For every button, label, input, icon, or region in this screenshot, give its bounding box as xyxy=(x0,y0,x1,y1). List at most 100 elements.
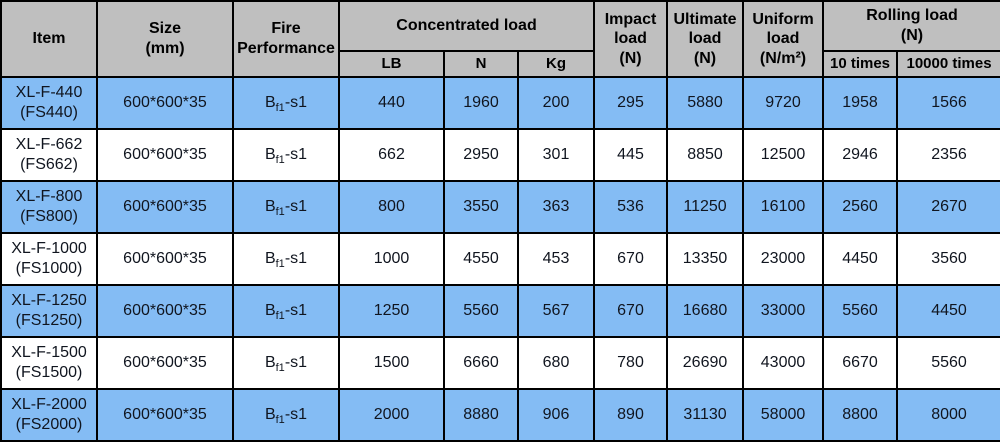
col-header-ultimate-load: Ultimate load (N) xyxy=(666,0,745,78)
ultimate-load-cell: 13350 xyxy=(666,232,745,286)
table-row: XL-F-662 (FS662) 600*600*35 Bf1-s1 662 2… xyxy=(0,128,1000,182)
rolling-load-10-cell: 4450 xyxy=(822,232,899,286)
concentrated-load-kg-cell: 567 xyxy=(516,284,596,338)
size-cell: 600*600*35 xyxy=(96,336,234,390)
fire-performance-cell: Bf1-s1 xyxy=(232,76,340,130)
fire-class-subscript: f1 xyxy=(275,309,285,322)
fire-performance-cell: Bf1-s1 xyxy=(232,388,340,442)
item-cell: XL-F-662 (FS662) xyxy=(0,128,98,182)
size-cell: 600*600*35 xyxy=(96,284,234,338)
uniform-load-cell: 16100 xyxy=(742,180,825,234)
col-header-10000-times: 10000 times xyxy=(896,50,1000,78)
rolling-load-10-cell: 8800 xyxy=(822,388,899,442)
fire-class-base: B xyxy=(264,353,276,371)
impact-load-cell: 780 xyxy=(593,336,669,390)
rolling-load-10-cell: 1958 xyxy=(822,76,899,130)
size-cell: 600*600*35 xyxy=(96,76,234,130)
item-cell: XL-F-1000 (FS1000) xyxy=(0,232,98,286)
item-name: XL-F-1000 xyxy=(11,239,87,257)
col-header-impact-load: Impact load (N) xyxy=(593,0,669,78)
item-cell: XL-F-1250 (FS1250) xyxy=(0,284,98,338)
table-row: XL-F-1000 (FS1000) 600*600*35 Bf1-s1 100… xyxy=(0,232,1000,286)
col-header-item: Item xyxy=(0,0,98,78)
fire-performance-cell: Bf1-s1 xyxy=(232,128,340,182)
concentrated-load-kg-cell: 453 xyxy=(516,232,596,286)
fire-class-base: B xyxy=(264,301,276,319)
rolling-load-10000-cell: 8000 xyxy=(896,388,1000,442)
concentrated-load-n-cell: 2950 xyxy=(443,128,519,182)
item-cell: XL-F-1500 (FS1500) xyxy=(0,336,98,390)
fire-class-suffix: -s1 xyxy=(284,145,308,163)
uniform-load-cell: 23000 xyxy=(742,232,825,286)
ultimate-load-cell: 8850 xyxy=(666,128,745,182)
concentrated-load-kg-cell: 200 xyxy=(516,76,596,130)
concentrated-load-lb-cell: 1250 xyxy=(338,284,445,338)
concentrated-load-kg-cell: 906 xyxy=(516,388,596,442)
fire-class-subscript: f1 xyxy=(275,361,285,374)
rolling-load-10000-cell: 5560 xyxy=(896,336,1000,390)
rolling-load-10-cell: 5560 xyxy=(822,284,899,338)
concentrated-load-n-cell: 1960 xyxy=(443,76,519,130)
size-cell: 600*600*35 xyxy=(96,180,234,234)
ultimate-load-cell: 16680 xyxy=(666,284,745,338)
table-body: XL-F-440 (FS440) 600*600*35 Bf1-s1 440 1… xyxy=(0,76,1000,442)
table-header: Item Size (mm) Fire Performance Concentr… xyxy=(0,0,1000,78)
fire-class-suffix: -s1 xyxy=(284,405,308,423)
rolling-load-10000-cell: 2356 xyxy=(896,128,1000,182)
size-cell: 600*600*35 xyxy=(96,232,234,286)
item-name: XL-F-440 xyxy=(15,83,83,101)
item-cell: XL-F-2000 (FS2000) xyxy=(0,388,98,442)
fire-class-suffix: -s1 xyxy=(284,93,308,111)
item-code: (FS1250) xyxy=(15,312,83,329)
size-cell: 600*600*35 xyxy=(96,128,234,182)
concentrated-load-lb-cell: 1500 xyxy=(338,336,445,390)
col-header-kg: Kg xyxy=(516,50,596,78)
col-header-lb: LB xyxy=(338,50,445,78)
col-header-concentrated-load: Concentrated load xyxy=(337,0,596,52)
col-header-uniform-load: Uniform load (N/m²) xyxy=(742,0,825,78)
table-row: XL-F-440 (FS440) 600*600*35 Bf1-s1 440 1… xyxy=(0,76,1000,130)
concentrated-load-n-cell: 3550 xyxy=(443,180,519,234)
table-row: XL-F-1500 (FS1500) 600*600*35 Bf1-s1 150… xyxy=(0,336,1000,390)
fire-class-suffix: -s1 xyxy=(284,197,308,215)
impact-load-cell: 890 xyxy=(593,388,669,442)
concentrated-load-n-cell: 5560 xyxy=(443,284,519,338)
rolling-load-10-cell: 2946 xyxy=(822,128,899,182)
ultimate-load-cell: 5880 xyxy=(666,76,745,130)
concentrated-load-n-cell: 6660 xyxy=(443,336,519,390)
size-cell: 600*600*35 xyxy=(96,388,234,442)
rolling-load-10000-cell: 2670 xyxy=(896,180,1000,234)
header-row-main: Item Size (mm) Fire Performance Concentr… xyxy=(0,0,1000,78)
concentrated-load-n-cell: 4550 xyxy=(443,232,519,286)
concentrated-load-lb-cell: 662 xyxy=(338,128,445,182)
item-code: (FS1500) xyxy=(15,364,83,381)
fire-class-subscript: f1 xyxy=(275,153,285,166)
impact-load-cell: 445 xyxy=(593,128,669,182)
item-code: (FS440) xyxy=(20,104,78,121)
fire-class-suffix: -s1 xyxy=(284,301,308,319)
impact-load-cell: 295 xyxy=(593,76,669,130)
item-name: XL-F-1250 xyxy=(11,291,87,309)
uniform-load-cell: 33000 xyxy=(742,284,825,338)
table-row: XL-F-2000 (FS2000) 600*600*35 Bf1-s1 200… xyxy=(0,388,1000,442)
concentrated-load-kg-cell: 301 xyxy=(516,128,596,182)
impact-load-cell: 670 xyxy=(593,284,669,338)
uniform-load-cell: 58000 xyxy=(742,388,825,442)
fire-performance-cell: Bf1-s1 xyxy=(232,284,340,338)
col-header-fire-performance: Fire Performance xyxy=(232,0,340,78)
fire-class-base: B xyxy=(264,93,276,111)
table-row: XL-F-800 (FS800) 600*600*35 Bf1-s1 800 3… xyxy=(0,180,1000,234)
ultimate-load-cell: 31130 xyxy=(666,388,745,442)
concentrated-load-n-cell: 8880 xyxy=(443,388,519,442)
impact-load-cell: 536 xyxy=(593,180,669,234)
item-name: XL-F-1500 xyxy=(11,343,87,361)
fire-performance-cell: Bf1-s1 xyxy=(232,336,340,390)
ultimate-load-cell: 11250 xyxy=(666,180,745,234)
fire-class-subscript: f1 xyxy=(275,257,285,270)
rolling-load-10-cell: 2560 xyxy=(822,180,899,234)
fire-class-suffix: -s1 xyxy=(284,353,308,371)
col-header-rolling-load: Rolling load (N) xyxy=(822,0,1000,52)
fire-class-subscript: f1 xyxy=(275,205,285,218)
item-cell: XL-F-440 (FS440) xyxy=(0,76,98,130)
